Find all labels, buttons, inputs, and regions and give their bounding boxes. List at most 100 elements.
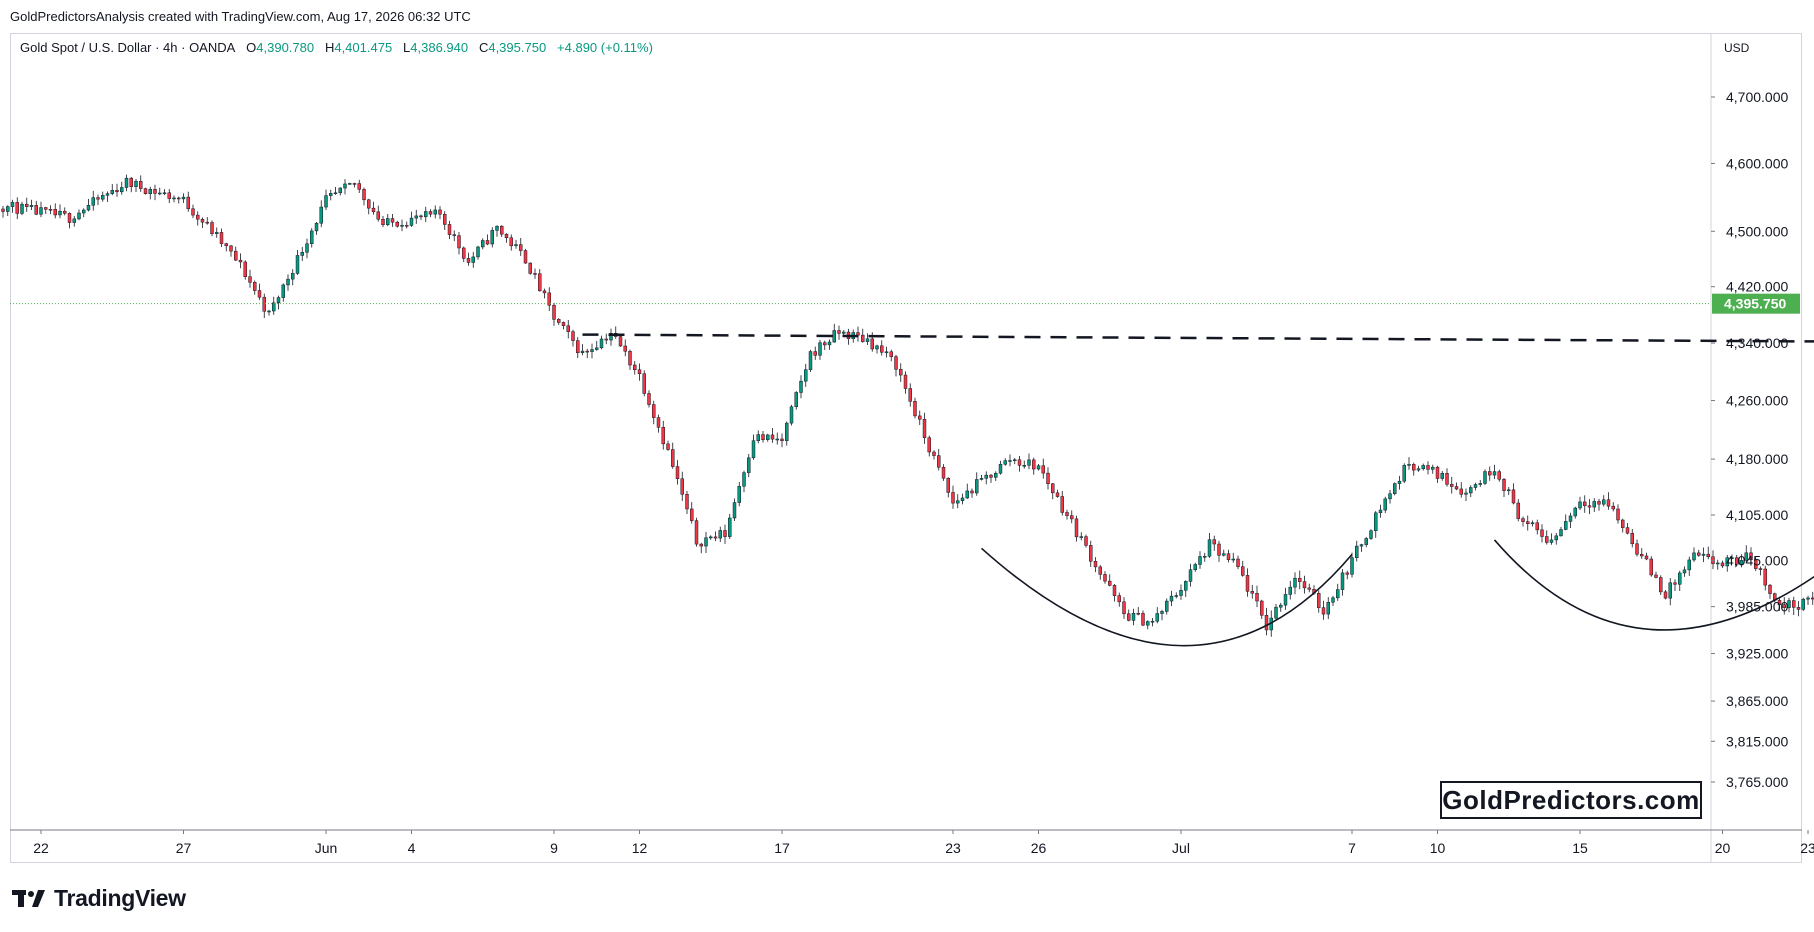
- candle-down: [457, 235, 461, 249]
- candle-up: [1473, 484, 1478, 488]
- candle-down: [652, 404, 656, 418]
- change-value: +4.890 (+0.11%): [557, 40, 653, 55]
- time-tick-label: 17: [774, 840, 790, 856]
- candle-down: [970, 490, 974, 494]
- axis-borders: [10, 34, 1802, 862]
- last-price-label: 4,395.750: [1724, 296, 1786, 312]
- candle-down: [381, 218, 385, 225]
- candle-up: [58, 210, 62, 216]
- candle-up: [1022, 465, 1026, 467]
- candle-up: [134, 181, 138, 187]
- candle-down: [371, 207, 376, 213]
- candle-down: [656, 417, 661, 428]
- candle-down: [1051, 483, 1055, 494]
- candle-down: [1777, 600, 1782, 605]
- candle-up: [1336, 589, 1340, 599]
- price-tick-label: 4,420.000: [1726, 279, 1788, 295]
- candle-up: [1421, 465, 1425, 469]
- candle-up: [1592, 501, 1596, 508]
- candle-down: [894, 356, 898, 370]
- candle-down: [585, 350, 589, 353]
- candle-down: [1032, 459, 1036, 470]
- candle-down: [1226, 553, 1231, 560]
- candle-up: [300, 252, 304, 256]
- candle-down: [903, 374, 908, 389]
- candle-up: [386, 218, 390, 225]
- close-key: C: [478, 40, 489, 55]
- candle-up: [400, 225, 404, 227]
- chart-panel[interactable]: [10, 33, 1802, 863]
- candle-down: [628, 351, 632, 366]
- candle-down: [1768, 584, 1772, 594]
- candle-up: [1701, 553, 1706, 556]
- candle-down: [1583, 501, 1587, 506]
- time-tick-label: 15: [1572, 840, 1588, 856]
- candle-down: [177, 197, 181, 200]
- rounded-bottom-arc: [1493, 539, 1814, 631]
- candle-down: [210, 222, 214, 234]
- candle-down: [1264, 615, 1269, 631]
- candle-up: [960, 497, 965, 501]
- candle-down: [129, 177, 133, 187]
- open-key: O: [246, 40, 257, 55]
- candle-down: [1127, 613, 1131, 621]
- candle-down: [1706, 553, 1710, 558]
- candle-up: [794, 392, 798, 407]
- candle-down: [1321, 607, 1326, 615]
- candle-down: [1307, 587, 1311, 590]
- price-tick-label: 4,340.000: [1726, 335, 1788, 351]
- currency-label[interactable]: USD: [1724, 41, 1750, 55]
- candle-down: [889, 351, 893, 357]
- candle-up: [1573, 507, 1577, 517]
- candle-up: [495, 225, 499, 231]
- candle-down: [1060, 496, 1064, 513]
- candle-up: [709, 536, 713, 539]
- candle-up: [994, 472, 998, 478]
- candle-down: [428, 211, 433, 215]
- candle-up: [1378, 509, 1383, 514]
- candle-up: [1678, 572, 1682, 585]
- watermark-brand: GoldPredictors.com: [1440, 781, 1702, 819]
- candle-up: [1739, 560, 1744, 565]
- candle-down: [1526, 521, 1530, 524]
- candle-down: [566, 325, 570, 332]
- candle-up: [1146, 621, 1150, 626]
- low-value: 4,386.940: [410, 40, 469, 55]
- candle-down: [1625, 527, 1630, 534]
- candle-down: [253, 282, 257, 291]
- candle-up: [310, 230, 314, 245]
- candle-down: [419, 215, 423, 218]
- candle-up: [1787, 600, 1791, 608]
- symbol-legend[interactable]: Gold Spot / U.S. Dollar · 4h · OANDA O 4,…: [20, 40, 653, 55]
- candle-down: [1093, 561, 1098, 568]
- candle-up: [1350, 557, 1354, 575]
- candle-up: [808, 351, 813, 370]
- neckline-dashed: [582, 333, 1814, 343]
- candle-down: [908, 388, 912, 402]
- tradingview-logo[interactable]: TradingView: [12, 885, 186, 912]
- candle-down: [1811, 597, 1814, 600]
- candle-down: [1250, 591, 1254, 594]
- candle-up: [775, 438, 779, 441]
- candle-down: [367, 199, 371, 209]
- candle-up: [718, 530, 722, 539]
- candle-down: [438, 209, 442, 215]
- candle-up: [766, 434, 770, 440]
- pattern-annotations: [582, 333, 1814, 647]
- candle-up: [1668, 582, 1672, 599]
- candle-up: [319, 206, 323, 224]
- candle-down: [500, 225, 504, 235]
- candle-up: [120, 187, 124, 193]
- candle-up: [1559, 529, 1563, 537]
- candle-down: [576, 340, 580, 353]
- candle-down: [1621, 519, 1625, 528]
- high-key: H: [324, 40, 335, 55]
- candle-up: [827, 341, 832, 346]
- chart-caption: GoldPredictorsAnalysis created with Trad…: [10, 9, 471, 24]
- candle-up: [105, 193, 110, 196]
- symbol-name[interactable]: Gold Spot / U.S. Dollar · 4h · OANDA: [20, 40, 236, 55]
- candle-down: [713, 536, 718, 539]
- candle-up: [1530, 522, 1535, 525]
- candle-up: [965, 490, 969, 499]
